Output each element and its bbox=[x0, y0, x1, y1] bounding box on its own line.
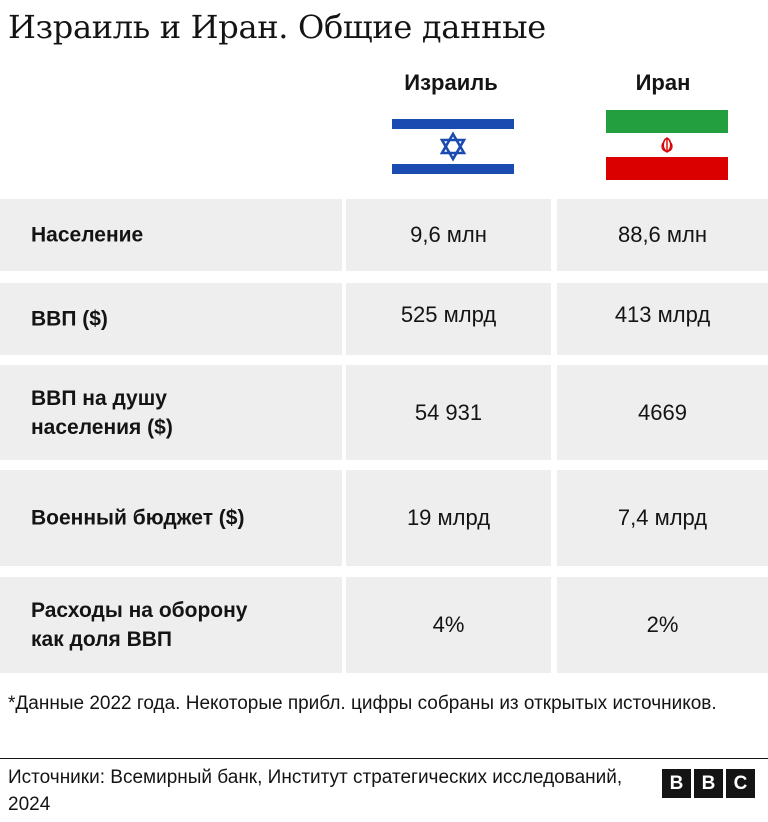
israel-value-cell: 9,6 млн bbox=[346, 199, 551, 271]
bbc-logo-letter: B bbox=[694, 769, 723, 798]
row-label: Расходы на оборону как доля ВВП bbox=[31, 599, 248, 651]
iran-value: 2% bbox=[646, 612, 679, 637]
divider bbox=[0, 758, 768, 759]
row-label: ВВП ($) bbox=[31, 307, 108, 331]
footnote: *Данные 2022 года. Некоторые прибл. цифр… bbox=[8, 693, 717, 714]
israel-value-cell: 54 931 bbox=[346, 365, 551, 460]
page-title: Израиль и Иран. Общие данные bbox=[8, 8, 546, 46]
iran-value: 4669 bbox=[638, 399, 687, 425]
row-label: Военный бюджет ($) bbox=[31, 506, 245, 530]
bbc-logo-letter: C bbox=[726, 769, 755, 798]
israel-value-cell: 525 млрд bbox=[346, 283, 551, 355]
israel-value-cell: 19 млрд bbox=[346, 470, 551, 566]
iran-value: 88,6 млн bbox=[617, 222, 708, 247]
iran-value-cell: 88,6 млн bbox=[557, 199, 768, 271]
row-label-cell: Население bbox=[0, 199, 342, 271]
israel-value: 4% bbox=[432, 612, 465, 637]
iran-value-cell: 4669 bbox=[557, 365, 768, 460]
row-label-cell: Расходы на оборону как доля ВВП bbox=[0, 577, 342, 673]
iran-value: 7,4 млрд bbox=[617, 505, 708, 530]
israel-value: 9,6 млн bbox=[410, 222, 487, 247]
row-label-cell: Военный бюджет ($) bbox=[0, 470, 342, 566]
israel-value: 54 931 bbox=[414, 399, 483, 425]
israel-flag-icon bbox=[392, 113, 514, 180]
iran-value-cell: 7,4 млрд bbox=[557, 470, 768, 566]
bbc-logo: B B C bbox=[662, 769, 755, 798]
bbc-logo-letter: B bbox=[662, 769, 691, 798]
israel-value-cell: 4% bbox=[346, 577, 551, 673]
iran-value: 413 млрд bbox=[614, 301, 711, 327]
row-label-cell: ВВП на душу населения ($) bbox=[0, 365, 342, 460]
iran-value-cell: 2% bbox=[557, 577, 768, 673]
column-header-iran: Иран bbox=[635, 70, 691, 95]
row-label: Население bbox=[31, 223, 144, 247]
column-header-israel: Израиль bbox=[404, 70, 498, 95]
row-label: ВВП на душу населения ($) bbox=[31, 386, 173, 439]
israel-value: 525 млрд bbox=[400, 301, 497, 327]
iran-value-cell: 413 млрд bbox=[557, 283, 768, 355]
row-label-cell: ВВП ($) bbox=[0, 283, 342, 355]
iran-flag-icon bbox=[606, 110, 728, 180]
israel-value: 19 млрд bbox=[406, 505, 491, 530]
sources-text: Источники: Всемирный банк, Институт стра… bbox=[8, 767, 623, 815]
